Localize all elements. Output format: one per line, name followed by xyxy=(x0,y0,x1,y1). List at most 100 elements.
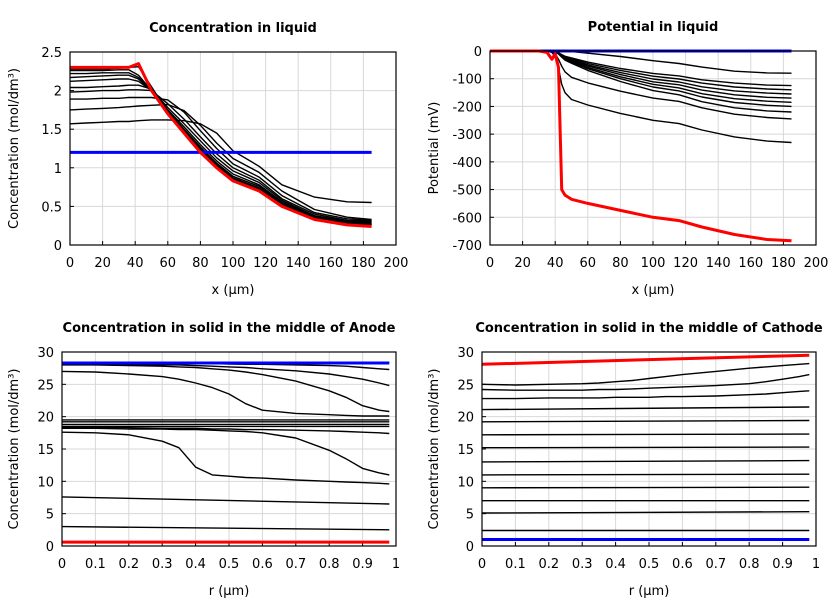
x-axis-label: r (µm) xyxy=(629,584,670,599)
y-tick-label: -400 xyxy=(452,156,482,171)
subplot-2: 0 20 40 60 80 100 120 140 160 180 200 -700 -600 -500 -… xyxy=(427,20,828,298)
x-tick-label: 180 xyxy=(351,256,376,271)
x-tick-label: 0 xyxy=(58,557,66,572)
x-tick-label: 0.2 xyxy=(538,557,559,572)
series-group xyxy=(490,49,792,243)
series-line-red xyxy=(482,353,810,366)
y-tick-label: 5 xyxy=(466,508,474,523)
series-line xyxy=(70,84,372,223)
x-tick-label: 0.1 xyxy=(505,557,526,572)
series-line xyxy=(482,511,810,514)
x-tick-label: 0.7 xyxy=(705,557,726,572)
series-line xyxy=(70,119,372,204)
x-axis-label: x (µm) xyxy=(212,283,255,298)
series-line xyxy=(482,486,810,489)
y-tick-label: -700 xyxy=(452,239,482,254)
y-tick-label: 0.5 xyxy=(41,200,62,215)
x-tick-label: 140 xyxy=(286,256,311,271)
x-tick-label: 0.5 xyxy=(219,557,240,572)
x-tick-label: 160 xyxy=(318,256,343,271)
y-tick-label: 1 xyxy=(54,162,62,177)
chart-title: Concentration in solid in the middle of … xyxy=(63,321,396,336)
x-tick-label: 20 xyxy=(94,256,111,271)
y-tick-label: -500 xyxy=(452,184,482,199)
y-tick-label: 15 xyxy=(37,443,54,458)
series-line xyxy=(482,390,810,400)
y-tick-label: 0 xyxy=(54,239,62,254)
series-line xyxy=(482,406,810,411)
x-tick-label: 0 xyxy=(478,557,486,572)
x-tick-label: 0 xyxy=(66,256,74,271)
y-tick-label: 5 xyxy=(46,508,54,523)
x-tick-label: 60 xyxy=(160,256,177,271)
y-tick-label: 0 xyxy=(466,540,474,555)
series-line xyxy=(70,96,372,221)
x-tick-label: 0.4 xyxy=(185,557,206,572)
series-line xyxy=(490,50,792,74)
x-tick-label: 0.2 xyxy=(118,557,139,572)
series-line xyxy=(62,496,390,505)
y-tick-label: 2.5 xyxy=(41,46,62,61)
y-tick-label: 10 xyxy=(37,475,54,490)
series-line-red xyxy=(70,62,372,228)
y-axis-label: Potential (mV) xyxy=(427,102,442,195)
x-tick-label: 80 xyxy=(612,256,629,271)
y-tick-label: 25 xyxy=(37,378,54,393)
series-line xyxy=(62,427,390,435)
series-line xyxy=(62,427,390,476)
series-group xyxy=(62,361,390,544)
series-line xyxy=(62,525,390,531)
x-tick-label: 200 xyxy=(804,256,829,271)
series-line xyxy=(70,78,372,224)
x-tick-label: 160 xyxy=(738,256,763,271)
series-line xyxy=(482,459,810,463)
y-axis-label: Concentration (mol/dm³) xyxy=(7,369,22,530)
x-tick-label: 100 xyxy=(641,256,666,271)
x-tick-label: 0.8 xyxy=(319,557,340,572)
x-tick-label: 120 xyxy=(253,256,278,271)
y-tick-label: 2 xyxy=(54,85,62,100)
plot-frame xyxy=(489,50,817,246)
x-tick-label: 1 xyxy=(392,557,400,572)
x-tick-label: 0.3 xyxy=(572,557,593,572)
series-line xyxy=(482,419,810,423)
plot-frame xyxy=(481,351,817,547)
x-tick-label: 1 xyxy=(812,557,820,572)
y-tick-label: -300 xyxy=(452,128,482,143)
x-tick-label: 40 xyxy=(547,256,564,271)
subplot-1: 0 20 40 60 80 100 120 140 160 180 200 0 0.5 1 1.5 2 2.5 C… xyxy=(7,21,408,298)
y-axis-label: Concentration (mol/dm³) xyxy=(427,369,442,530)
chart-title: Potential in liquid xyxy=(588,20,719,35)
x-axis-label: r (µm) xyxy=(209,584,250,599)
x-tick-label: 180 xyxy=(771,256,796,271)
series-line xyxy=(70,72,372,225)
x-tick-label: 0 xyxy=(486,256,494,271)
chart-title: Concentration in solid in the middle of … xyxy=(475,321,823,336)
series-group xyxy=(70,62,372,228)
x-tick-label: 80 xyxy=(192,256,209,271)
y-tick-label: 20 xyxy=(457,411,474,426)
y-tick-label: -200 xyxy=(452,100,482,115)
series-line xyxy=(62,431,390,485)
series-line xyxy=(62,370,390,417)
x-tick-label: 60 xyxy=(580,256,597,271)
x-tick-label: 0.9 xyxy=(352,557,373,572)
y-tick-label: 15 xyxy=(457,443,474,458)
y-tick-label: 30 xyxy=(37,346,54,361)
x-axis-label: x (µm) xyxy=(632,283,675,298)
y-tick-label: 10 xyxy=(457,475,474,490)
series-line xyxy=(62,363,390,387)
series-group xyxy=(482,353,810,541)
x-tick-label: 0.5 xyxy=(639,557,660,572)
x-tick-label: 0.9 xyxy=(772,557,793,572)
subplot-4: 0 0.1 0.2 0.3 0.4 0.5 0.6 0.7 0.8 0.9 105101520253… xyxy=(427,321,823,599)
x-tick-label: 0.4 xyxy=(605,557,626,572)
plot-frame xyxy=(69,51,397,246)
series-line xyxy=(482,433,810,436)
y-tick-label: 30 xyxy=(457,346,474,361)
y-axis-label: Concentration (mol/dm³) xyxy=(7,68,22,229)
series-line xyxy=(70,74,372,225)
y-tick-label: -100 xyxy=(452,73,482,88)
series-line xyxy=(490,50,792,144)
